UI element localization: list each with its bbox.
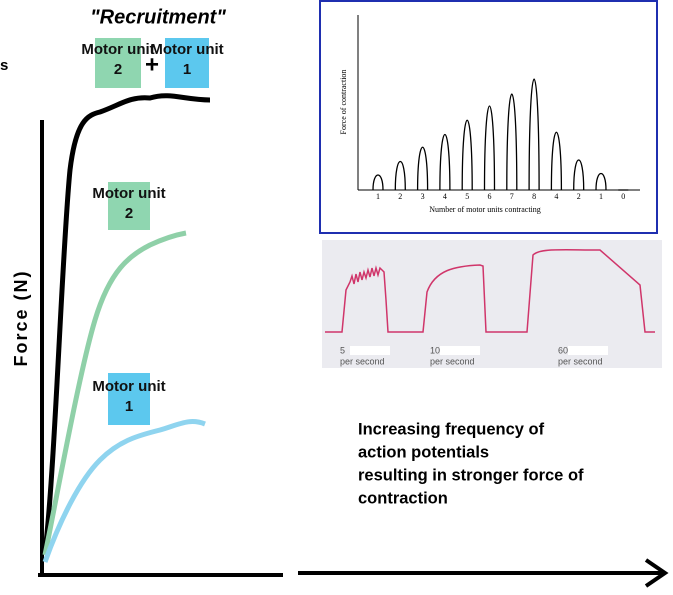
inset-x-label: Number of motor units contracting [429,205,541,214]
rate-unit: per second [340,356,385,366]
label-line: 2 [114,61,122,78]
rate-number: 60 [558,345,568,355]
inset-tick-label: 1 [376,192,380,201]
label-line: 1 [183,61,191,78]
label-bg [568,346,608,355]
inset-tick-label: 5 [465,192,469,201]
label-line: Motor unit [150,41,223,58]
inset-tick-label: 3 [421,192,425,201]
recruitment-curve [45,96,210,552]
label-line: Motor unit [92,185,165,202]
caption-line: resulting in stronger force of [358,466,584,484]
caption-line: contraction [358,489,448,507]
cut-text: s [0,57,8,74]
label-bg [440,346,480,355]
label-bg [350,346,390,355]
inset-tick-label: 6 [488,192,492,201]
inset-tick-label: 0 [621,192,625,201]
rate-unit: per second [558,356,603,366]
inset-tick-label: 7 [510,192,514,201]
label-line: Motor unit [81,41,154,58]
inset-tick-label: 1 [599,192,603,201]
caption-line: action potentials [358,443,489,461]
rate-number: 10 [430,345,440,355]
inset-tick-label: 4 [443,192,447,201]
inset-y-label: Force of contraction [339,70,348,135]
label-line: Motor unit [92,378,165,395]
inset-tick-label: 2 [398,192,402,201]
rate-unit: per second [430,356,475,366]
slide: s "Recruitment" Force (N) + Motor unit2M… [0,0,673,590]
recruitment-title: "Recruitment" [90,6,226,28]
label-line: 1 [125,398,133,415]
rate-number: 5 [340,345,345,355]
inset-tick-label: 4 [554,192,558,201]
label-line: 2 [125,205,133,222]
y-label: Force (N) [11,269,31,366]
caption-line: Increasing frequency of [358,420,545,438]
inset-tick-label: 8 [532,192,536,201]
inset-tick-label: 2 [577,192,581,201]
